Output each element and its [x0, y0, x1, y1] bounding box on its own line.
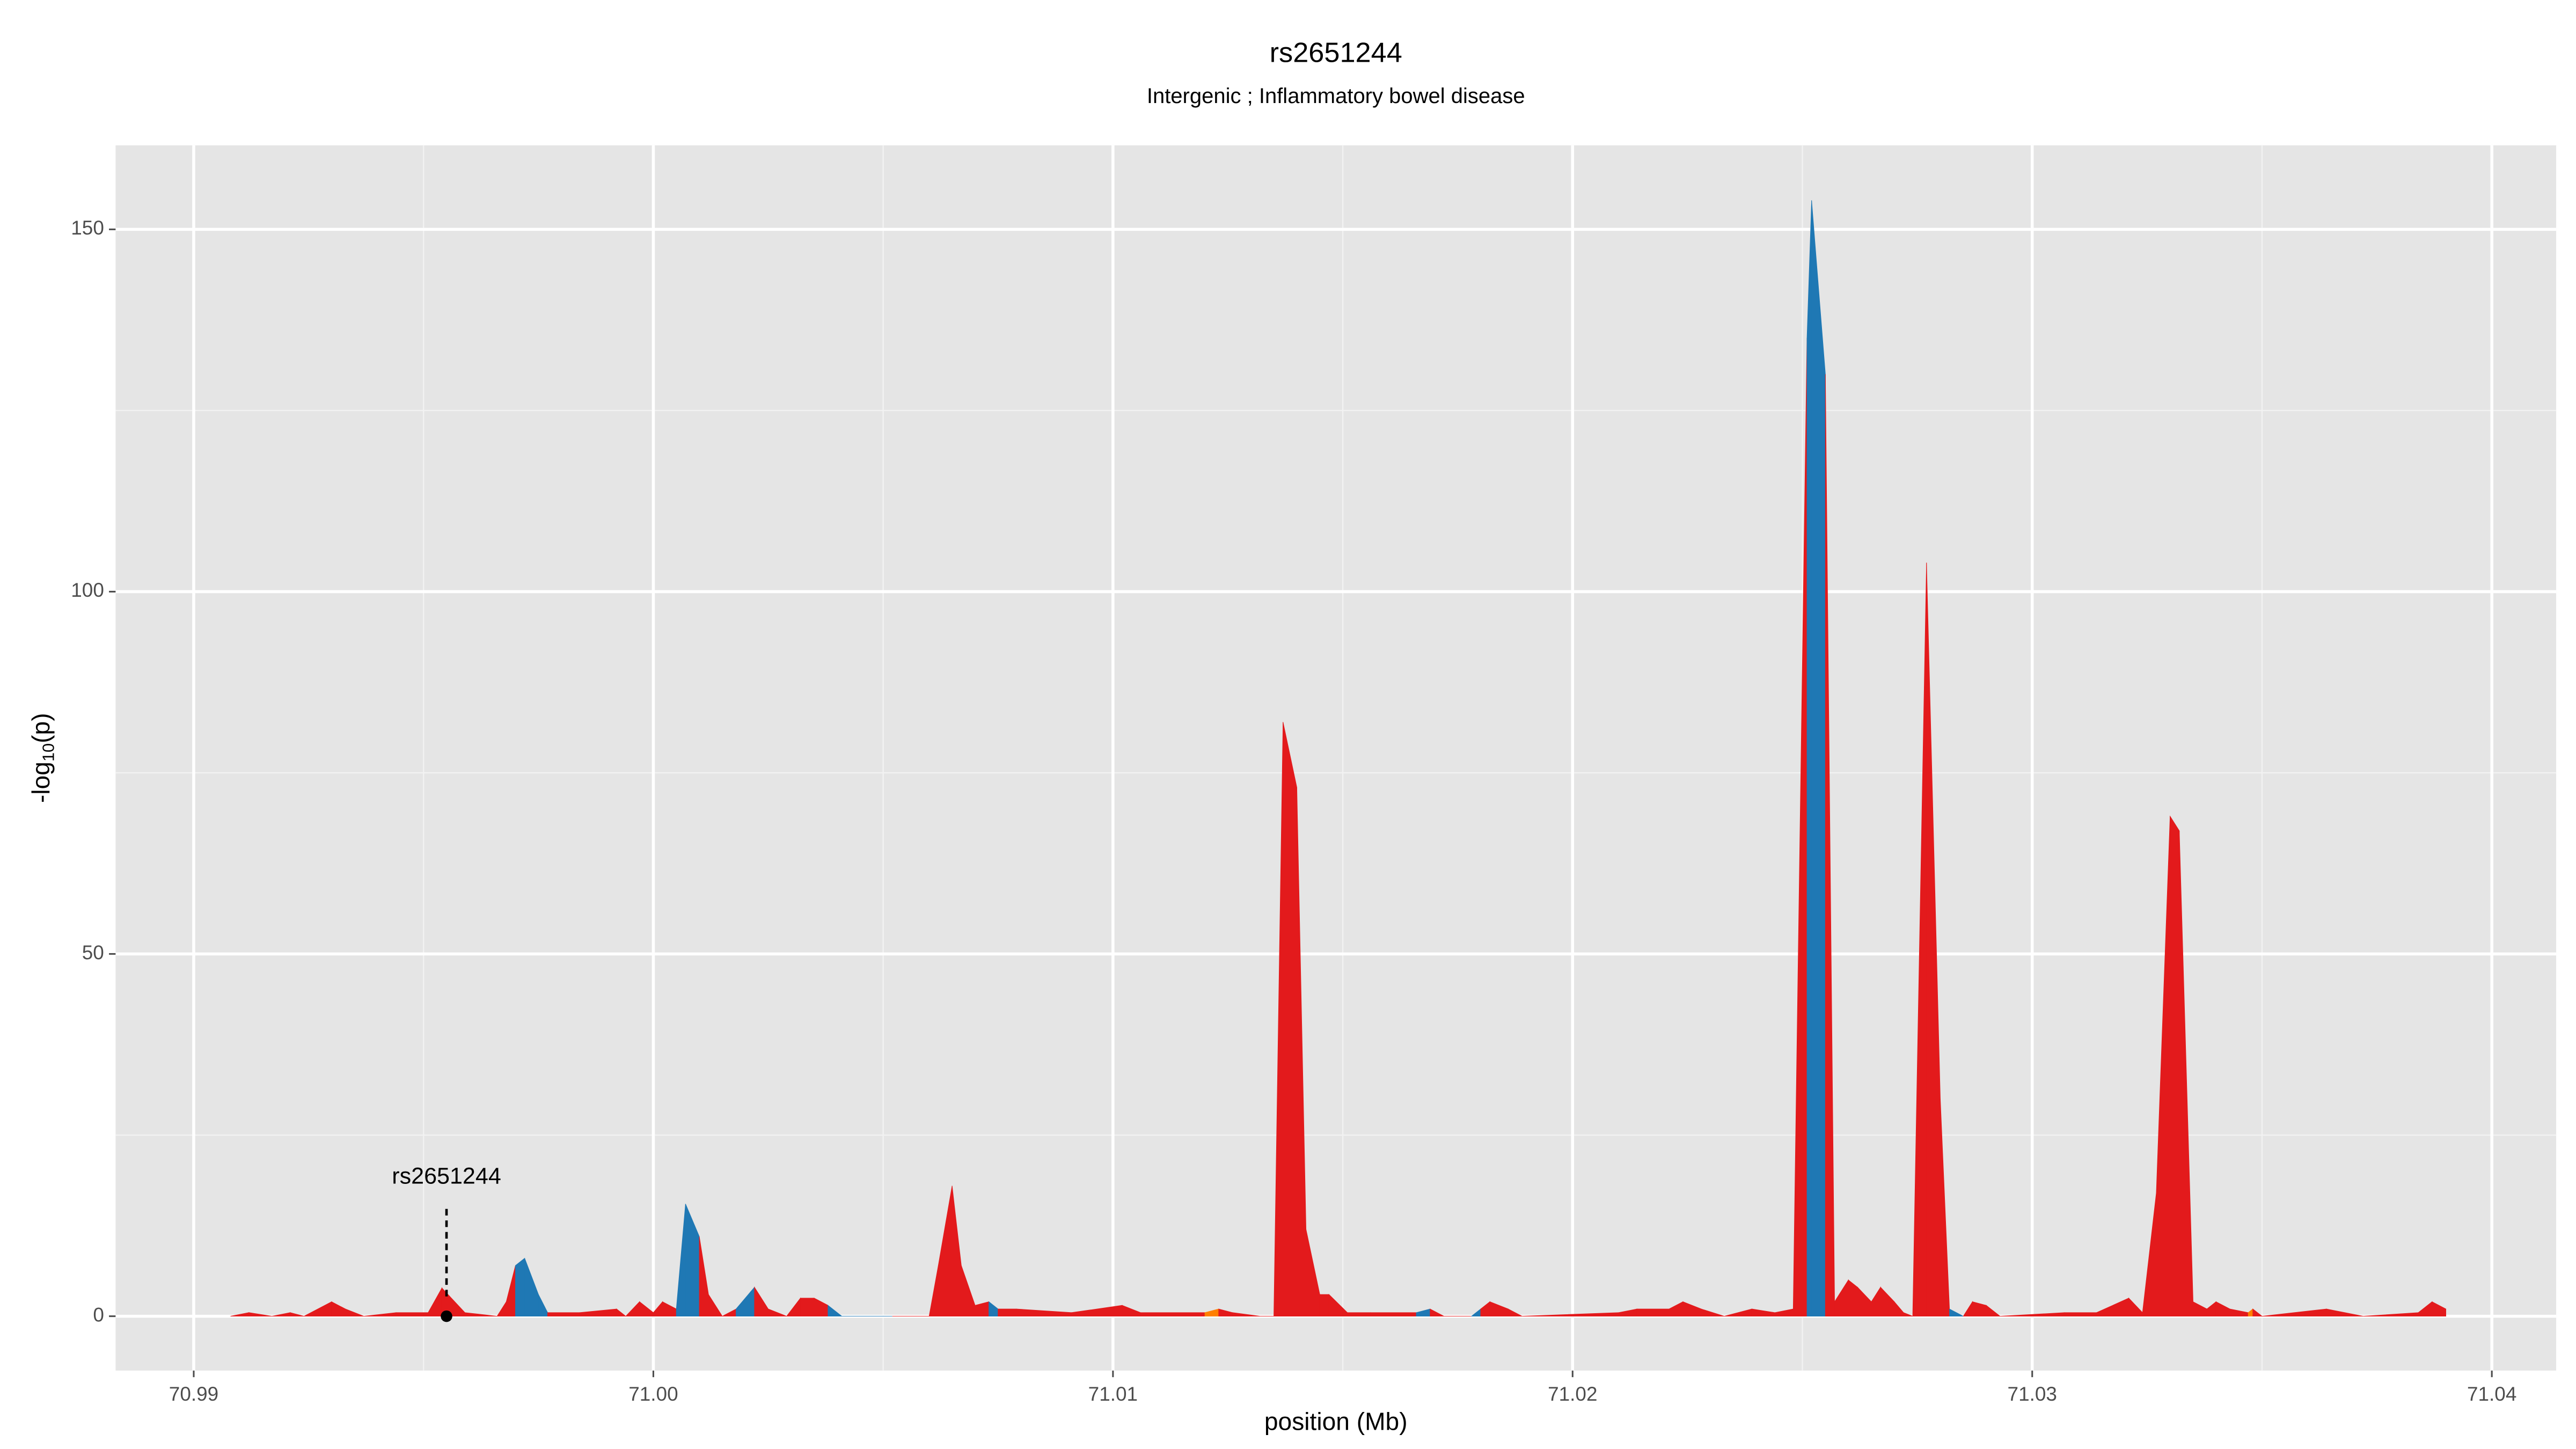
area-segment: [768, 1308, 787, 1317]
y-label-suffix: (p): [27, 713, 55, 743]
area-segment: [1319, 1294, 1329, 1317]
area-segment: [1347, 1312, 1371, 1317]
x-tick-label: 71.02: [1548, 1383, 1597, 1405]
annotation-point: [441, 1310, 452, 1322]
y-tick-label: 100: [71, 579, 104, 601]
area-segment: [290, 1312, 304, 1317]
area-segment: [396, 1312, 429, 1317]
area-segment: [1283, 722, 1297, 1317]
area-segment: [1370, 1312, 1417, 1317]
y-tick-label: 150: [71, 217, 104, 239]
area-segment: [708, 1293, 723, 1317]
y-label-subscript: 10: [39, 743, 57, 762]
area-segment: [2326, 1308, 2363, 1317]
area-segment: [1507, 1308, 1523, 1317]
area-segment: [1986, 1305, 2001, 1317]
area-segment: [345, 1308, 364, 1317]
area-segment: [1903, 1312, 1913, 1317]
area-segment: [2432, 1301, 2446, 1317]
y-tick-label: 0: [93, 1304, 104, 1326]
area-segment: [828, 1305, 843, 1317]
area-segment: [2170, 815, 2180, 1317]
x-tick-label: 71.01: [1088, 1383, 1138, 1405]
area-segment: [800, 1298, 815, 1317]
x-tick-label: 71.03: [2008, 1383, 2057, 1405]
area-segment: [998, 1308, 1017, 1317]
area-segment: [547, 1312, 580, 1317]
annotation-label: rs2651244: [392, 1163, 501, 1189]
x-tick-label: 71.04: [2467, 1383, 2516, 1405]
area-segment: [1232, 1312, 1260, 1317]
x-tick-label: 70.99: [169, 1383, 218, 1405]
area-segment: [2252, 1308, 2263, 1317]
plot-layer: rs2651244: [115, 145, 2557, 1371]
chart-subtitle: Intergenic ; Inflammatory bowel disease: [1147, 84, 1525, 108]
area-segment: [1949, 1308, 1964, 1317]
x-tick-label: 71.00: [628, 1383, 678, 1405]
area-segment: [515, 1257, 525, 1317]
chart-title: rs2651244: [1270, 37, 1402, 68]
y-axis-label: -log10(p): [27, 713, 57, 803]
area-segment: [1430, 1308, 1444, 1317]
area-segment: [1140, 1312, 1205, 1317]
area-segment: [248, 1312, 272, 1317]
y-tick-label: 50: [82, 941, 104, 963]
area-segment: [1701, 1308, 1725, 1317]
area-segment: [464, 1312, 497, 1317]
y-label-text: -log: [27, 762, 55, 803]
area-segment: [616, 1308, 627, 1317]
area-segment: [1806, 200, 1812, 1317]
area-segment: [2064, 1312, 2097, 1317]
area-segment: [1811, 200, 1826, 1317]
x-axis-label: position (Mb): [1264, 1407, 1408, 1435]
area-segment: [1636, 1308, 1670, 1317]
panel-background: [115, 145, 2557, 1371]
